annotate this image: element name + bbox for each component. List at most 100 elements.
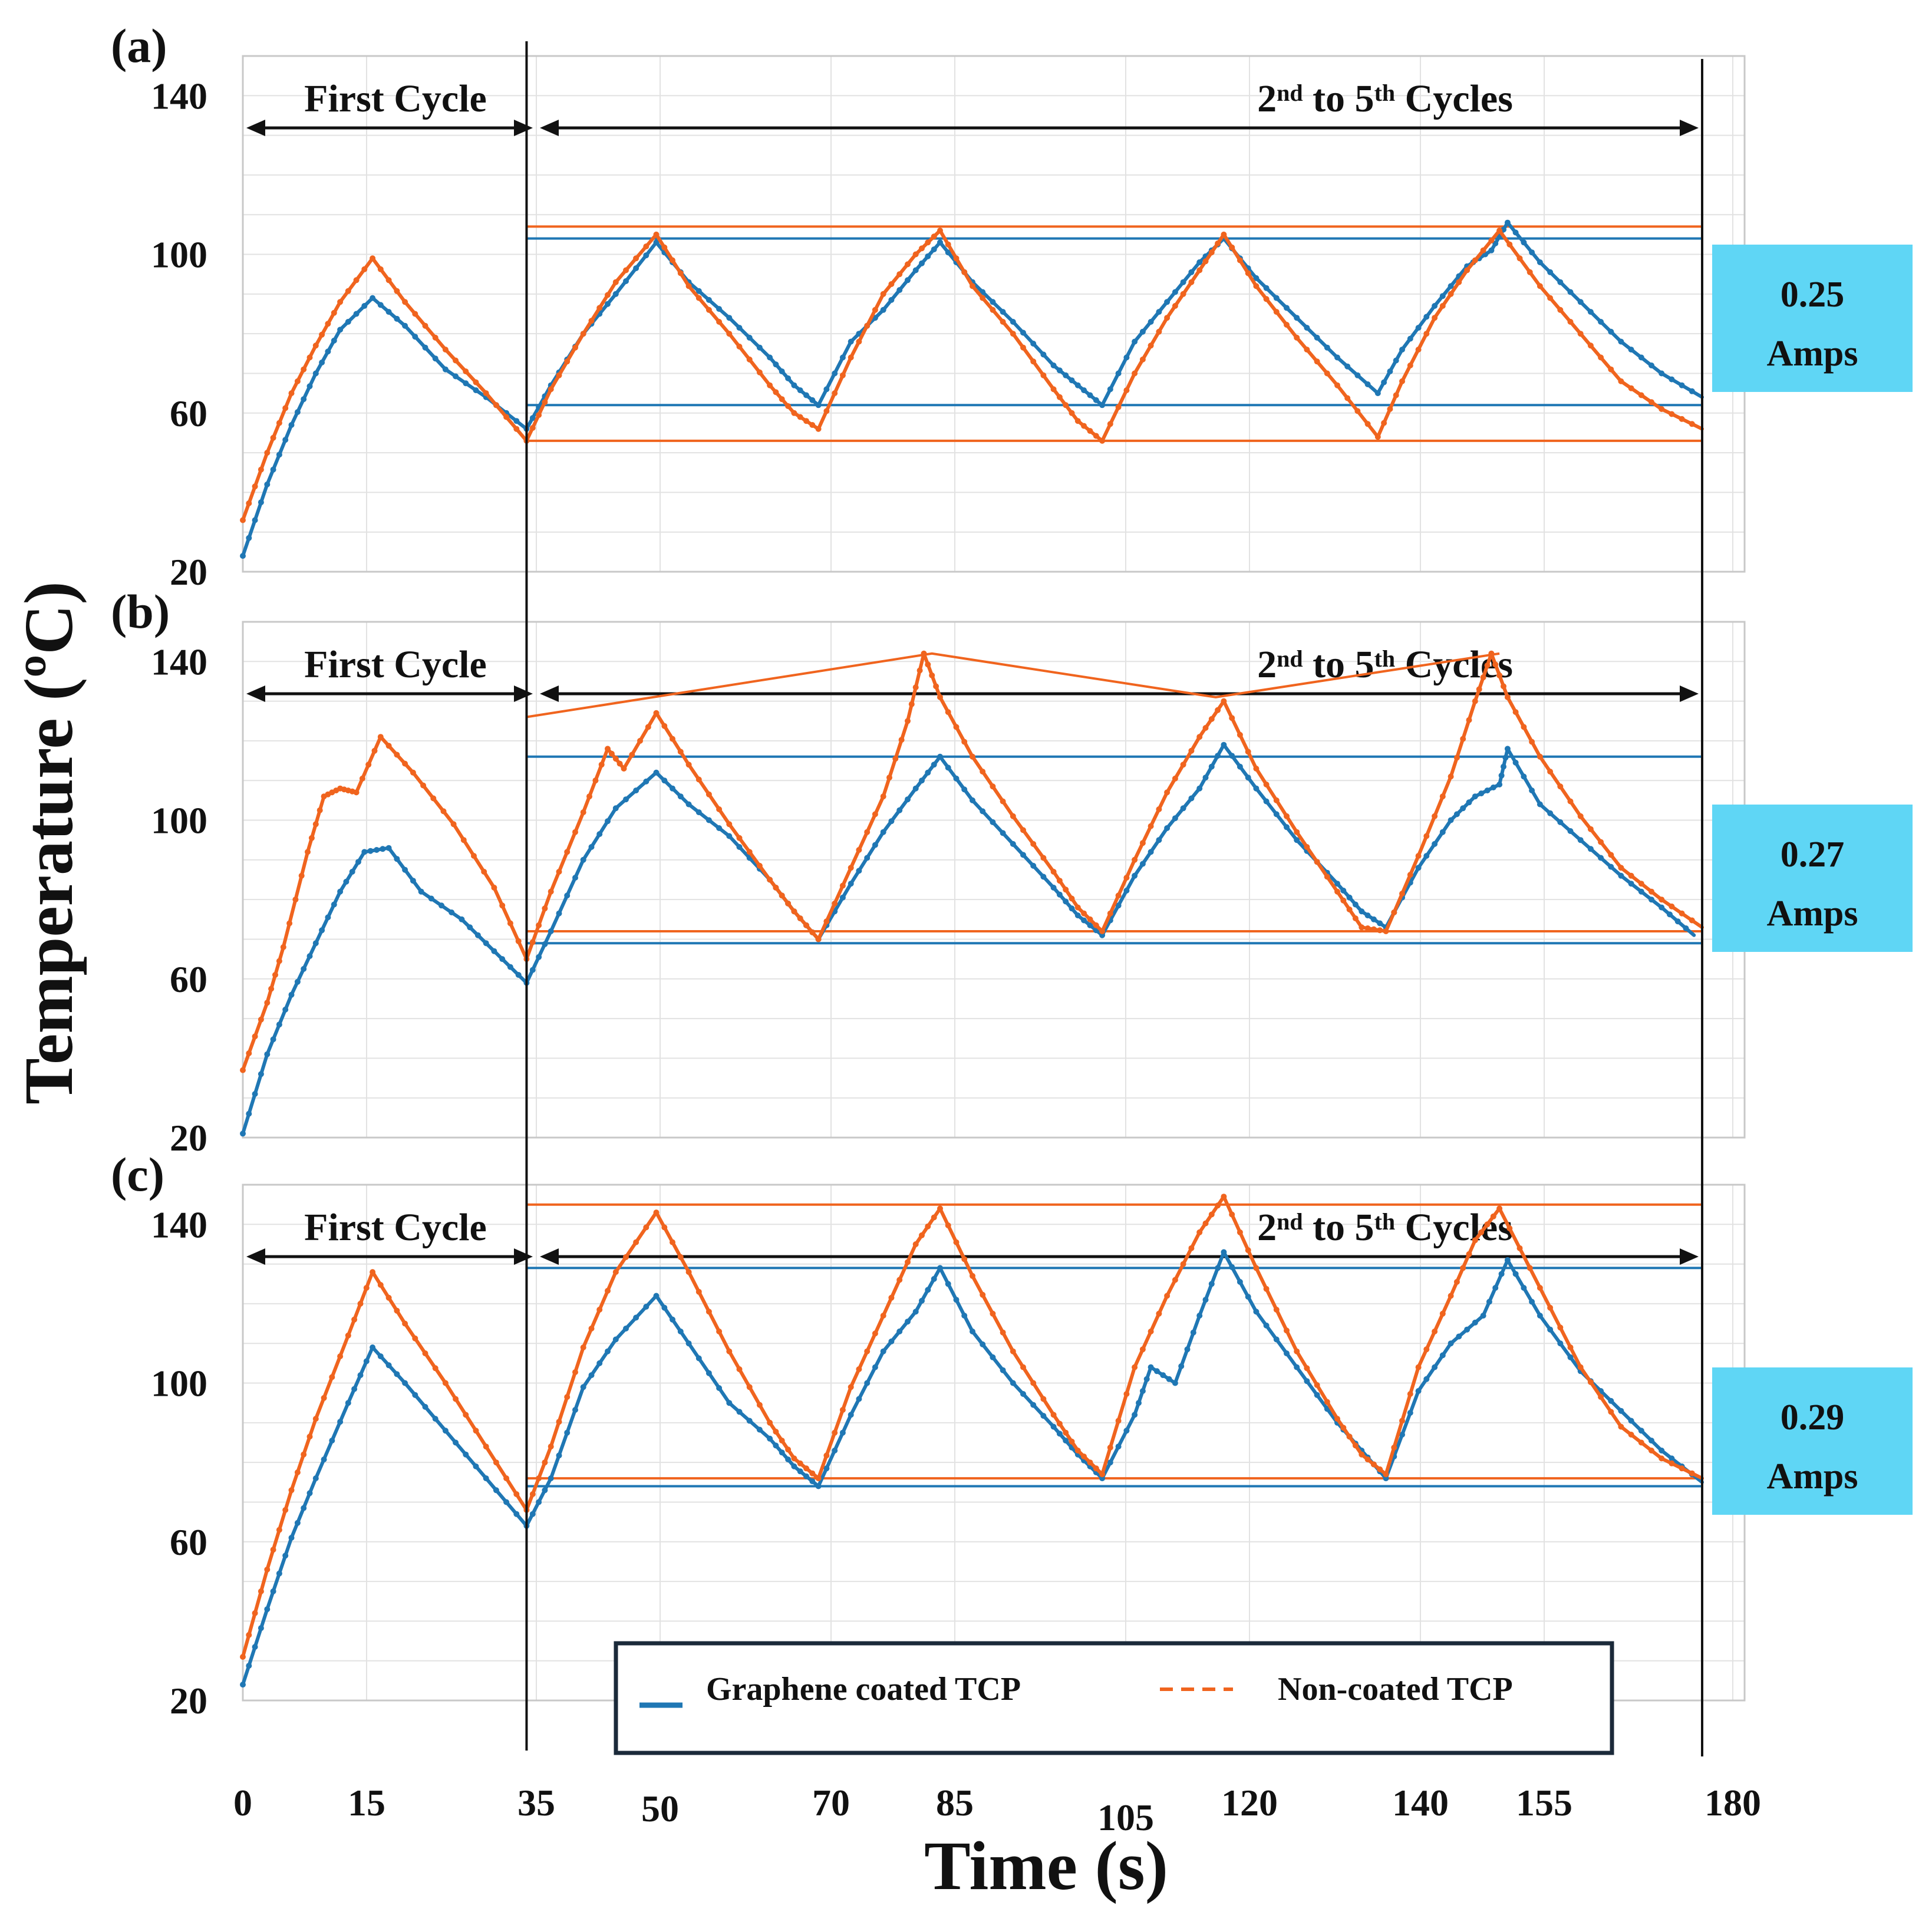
data-point (1618, 865, 1624, 871)
data-point (240, 1682, 246, 1688)
data-point (839, 894, 846, 901)
data-point (529, 939, 536, 945)
data-point (779, 1438, 785, 1444)
data-point (1478, 790, 1485, 797)
data-point (1294, 315, 1300, 321)
data-point (670, 736, 675, 742)
data-point (276, 958, 282, 964)
data-point (1304, 347, 1310, 353)
data-point (493, 1487, 499, 1494)
data-point (670, 785, 675, 792)
data-point (385, 1362, 392, 1369)
x-tick-label-8: 140 (1392, 1782, 1449, 1824)
data-point (670, 1239, 675, 1245)
data-point (1221, 231, 1227, 238)
data-point (442, 347, 449, 353)
data-point (1245, 774, 1251, 781)
data-point (1093, 433, 1099, 439)
cycles-arrow-2 (540, 1248, 1699, 1265)
data-point (572, 344, 578, 351)
data-point (306, 953, 313, 960)
data-point (272, 972, 278, 978)
data-point (1188, 279, 1195, 285)
data-point (880, 291, 886, 297)
data-point (1557, 1340, 1564, 1347)
data-point (1202, 1297, 1209, 1303)
data-point (1364, 381, 1371, 387)
data-point (1472, 698, 1478, 704)
data-point (1324, 370, 1330, 377)
data-point (1040, 351, 1047, 358)
data-point (1314, 859, 1320, 865)
cycles-arrow-1-head-left (540, 685, 559, 702)
data-point (282, 405, 289, 411)
data-point (888, 1294, 895, 1301)
data-point (294, 1469, 301, 1475)
data-point (1115, 892, 1122, 899)
data-point (1253, 785, 1260, 792)
data-point (1399, 1418, 1405, 1424)
data-point (1190, 1329, 1196, 1336)
data-point (536, 1499, 542, 1505)
data-point (1010, 331, 1016, 337)
data-point (937, 694, 943, 700)
data-point (1423, 1346, 1430, 1353)
data-point (605, 301, 611, 307)
first-cycle-label-1: First Cycle (304, 643, 487, 686)
data-point (1628, 1418, 1634, 1424)
data-point (953, 1239, 960, 1245)
data-point (1156, 309, 1162, 315)
data-point (705, 791, 712, 797)
data-point (1069, 1438, 1075, 1445)
data-point (1608, 1409, 1614, 1415)
data-point (1638, 354, 1644, 361)
data-point (785, 900, 792, 907)
data-point (1143, 1376, 1150, 1382)
data-point (1237, 1278, 1243, 1285)
data-point (246, 500, 252, 506)
x-tick-label-5: 85 (936, 1782, 974, 1824)
data-point (773, 1442, 779, 1449)
data-point (294, 978, 301, 985)
data-point (596, 1307, 603, 1313)
data-point (773, 361, 779, 368)
data-point (548, 1443, 554, 1450)
data-point (282, 1006, 289, 1013)
data-point (240, 1654, 246, 1660)
data-point (1132, 1364, 1138, 1370)
data-point (1056, 367, 1063, 374)
data-point (564, 1394, 571, 1400)
data-point (420, 782, 427, 789)
data-point (1087, 922, 1093, 928)
data-point (246, 1631, 252, 1638)
data-point (463, 1451, 469, 1458)
data-point (848, 881, 854, 887)
data-point (1537, 1313, 1543, 1319)
data-point (848, 354, 854, 361)
data-point (970, 753, 975, 760)
data-point (1669, 411, 1675, 417)
data-point (1202, 258, 1209, 265)
data-point (1439, 829, 1446, 835)
x-tick-label-6: 105 (1097, 1797, 1154, 1838)
data-point (637, 737, 643, 744)
data-point (513, 1511, 520, 1517)
data-point (1050, 1423, 1057, 1430)
data-point (1172, 303, 1178, 309)
data-point (661, 244, 668, 251)
data-point (377, 1353, 384, 1360)
data-point (1567, 1354, 1574, 1360)
first-cycle-arrow-1 (246, 685, 533, 702)
data-point (513, 1491, 520, 1497)
data-point (629, 752, 635, 758)
data-point (564, 358, 571, 365)
data-point (1472, 1319, 1478, 1326)
data-point (422, 1403, 428, 1410)
data-point (1340, 1425, 1347, 1431)
data-point (1659, 1455, 1665, 1462)
current-unit-2: Amps (1766, 1456, 1858, 1497)
x-tick-label-9: 155 (1516, 1782, 1572, 1824)
data-point (880, 1348, 886, 1354)
